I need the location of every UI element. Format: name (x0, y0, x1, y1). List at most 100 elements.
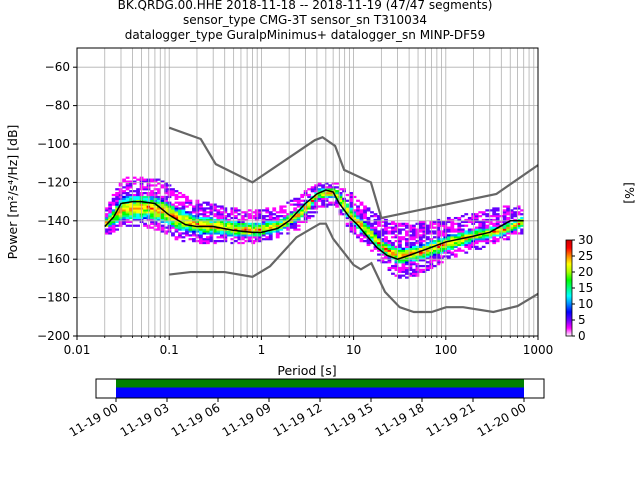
pdf-cell (275, 230, 280, 233)
pdf-cell (342, 188, 346, 191)
pdf-cell (495, 224, 500, 227)
pdf-cell (478, 247, 483, 250)
pdf-cell (178, 215, 182, 218)
pdf-cell (216, 213, 221, 216)
pdf-cell (394, 266, 399, 270)
pdf-cell (160, 215, 165, 218)
pdf-cell (115, 197, 120, 200)
pdf-cell (199, 205, 203, 208)
pdf-cell (432, 226, 437, 229)
pdf-cell (111, 203, 116, 206)
pdf-cell (226, 215, 231, 218)
pdf-cell (261, 218, 266, 222)
pdf-cell (143, 216, 147, 220)
pdf-cell (502, 220, 507, 224)
pdf-cell (335, 203, 339, 206)
pdf-cell (132, 176, 137, 179)
pdf-cell (212, 218, 217, 222)
pdf-cell (411, 268, 416, 272)
pdf-cell (254, 216, 259, 220)
pdf-cell (212, 213, 217, 216)
pdf-cell (188, 203, 193, 206)
pdf-cell (321, 205, 326, 208)
pdf-cell (268, 211, 273, 214)
pdf-cell (150, 193, 154, 197)
pdf-cell (174, 224, 179, 227)
pdf-cell (317, 188, 322, 191)
pdf-cell (143, 211, 147, 214)
pdf-cell (425, 249, 430, 252)
plot-frame (76, 47, 539, 337)
pdf-cell (192, 222, 196, 225)
pdf-cell (104, 209, 109, 212)
pdf-cell (230, 232, 235, 235)
pdf-cell (394, 247, 399, 250)
pdf-cell (446, 238, 451, 241)
pdf-cell (415, 259, 420, 262)
pdf-cell (478, 224, 483, 227)
pdf-cell (150, 197, 154, 200)
pdf-cell (377, 216, 381, 220)
pdf-cell (356, 215, 360, 218)
pdf-cell (247, 228, 252, 231)
pdf-cell (230, 216, 235, 220)
pdf-cell (171, 207, 175, 210)
pdf-cell (436, 220, 441, 224)
pdf-cell (506, 228, 511, 231)
pdf-cell (349, 205, 353, 208)
pdf-cell (474, 241, 479, 245)
pdf-cell (467, 218, 472, 222)
pdf-cell (192, 240, 196, 243)
pdf-cell (296, 201, 301, 204)
pdf-cell (122, 180, 126, 183)
pdf-cell (237, 234, 242, 237)
pdf-cell (450, 253, 455, 256)
pdf-cell (188, 230, 193, 233)
pdf-cell (171, 232, 175, 235)
pdf-cell (506, 216, 511, 220)
pdf-cell (108, 203, 113, 206)
pdf-cell (212, 241, 217, 245)
pdf-cell (405, 247, 409, 250)
pdf-cell (509, 213, 514, 216)
pdf-cell (436, 224, 441, 227)
pdf-cell (408, 257, 413, 260)
pdf-cell (502, 216, 507, 220)
pdf-cell (513, 226, 518, 229)
pdf-cell (111, 220, 116, 224)
pdf-cell (506, 211, 511, 214)
pdf-cell (425, 257, 430, 260)
pdf-cell (192, 232, 196, 235)
pdf-cell (275, 218, 280, 222)
pdf-cell (324, 193, 329, 197)
pdf-cell (307, 215, 312, 218)
pdf-cell (432, 255, 437, 258)
pdf-cell (129, 211, 133, 214)
pdf-cell (481, 236, 486, 239)
pdf-cell (436, 236, 441, 239)
pdf-cell (356, 209, 360, 212)
pdf-cell (481, 213, 486, 216)
pdf-cell (206, 203, 210, 206)
pdf-cell (328, 186, 332, 189)
pdf-cell (125, 176, 130, 179)
pdf-cell (359, 240, 364, 243)
pdf-cell (380, 257, 385, 260)
pdf-cell (307, 203, 312, 206)
pdf-cell (108, 211, 113, 214)
pdf-cell (464, 220, 469, 224)
pdf-cell (394, 251, 399, 254)
pdf-cell (488, 232, 493, 235)
pdf-cell (185, 232, 189, 235)
pdf-cell (181, 213, 186, 216)
pdf-cell (178, 192, 182, 195)
pdf-cell (352, 218, 357, 222)
pdf-cell (195, 216, 200, 220)
pdf-cell (202, 216, 207, 220)
pdf-cell (265, 211, 270, 214)
pdf-cell (405, 268, 409, 272)
pdf-cell (321, 186, 326, 189)
pdf-cell (391, 241, 395, 245)
pdf-cell (492, 209, 497, 212)
pdf-cell (345, 199, 350, 202)
